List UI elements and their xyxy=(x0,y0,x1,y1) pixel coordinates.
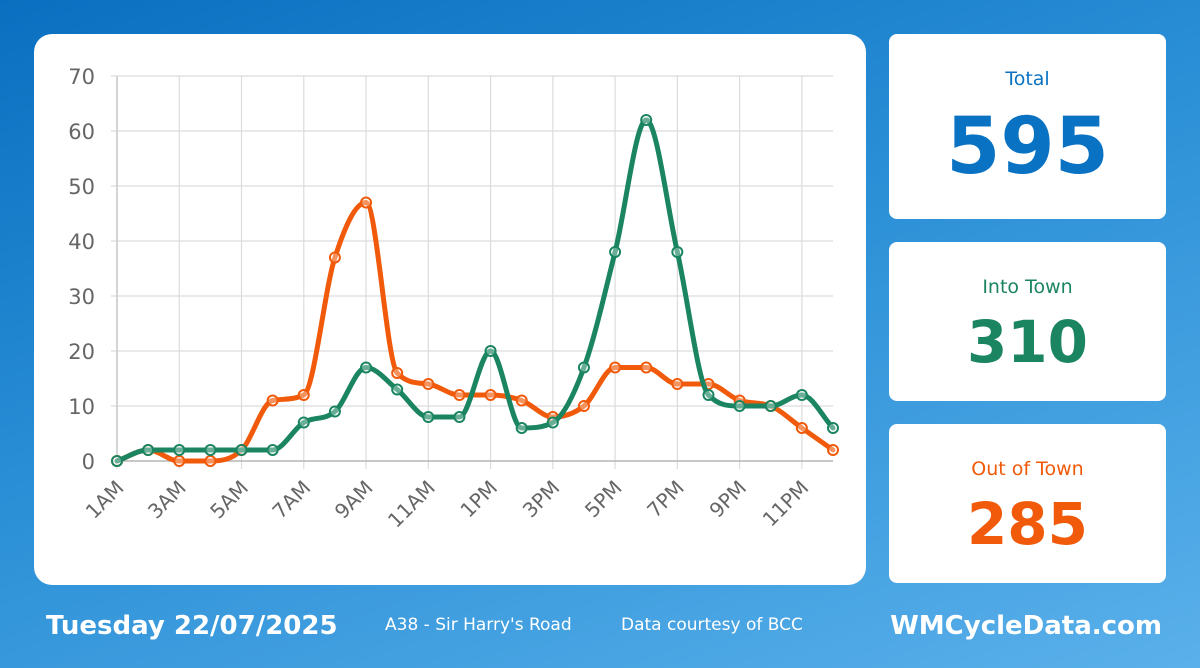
y-tick-label: 20 xyxy=(68,340,95,364)
x-tick-label: 7PM xyxy=(642,476,689,523)
into-town-point xyxy=(111,455,123,467)
grid-layer xyxy=(111,75,833,469)
out-of-town-point xyxy=(360,196,373,209)
out-of-town-card: Out of Town 285 xyxy=(889,424,1166,583)
into-town-value: 310 xyxy=(966,308,1089,376)
footer-credit: Data courtesy of BCC xyxy=(621,615,803,635)
x-tick-label: 7AM xyxy=(267,476,315,524)
into-town-point xyxy=(391,383,404,396)
y-tick-label: 40 xyxy=(68,230,95,254)
into-town-point xyxy=(609,246,622,258)
y-tick-label: 30 xyxy=(68,285,95,309)
into-town-point xyxy=(204,444,217,456)
out-of-town-label: Out of Town xyxy=(971,458,1084,480)
into-town-point xyxy=(453,411,466,423)
out-of-town-point xyxy=(671,378,684,390)
into-town-line xyxy=(114,117,836,464)
into-town-point xyxy=(733,400,746,412)
out-of-town-point xyxy=(173,455,186,467)
y-tick-label: 10 xyxy=(68,395,95,419)
y-tick-label: 70 xyxy=(68,65,95,89)
x-tick-label: 5AM xyxy=(205,476,253,524)
footer-date: Tuesday 22/07/2025 xyxy=(46,611,338,641)
y-tick-label: 0 xyxy=(82,450,95,474)
footer-location: A38 - Sir Harry's Road xyxy=(385,615,572,635)
total-card: Total 595 xyxy=(889,34,1166,219)
x-tick-label: 3AM xyxy=(143,476,191,524)
total-value: 595 xyxy=(946,102,1109,192)
into-town-point xyxy=(360,361,373,374)
out-of-town-point xyxy=(515,394,528,407)
into-town-point xyxy=(764,400,777,412)
into-town-point xyxy=(640,114,653,126)
out-of-town-point xyxy=(328,251,341,264)
x-tick-label: 9AM xyxy=(330,476,378,524)
into-town-point xyxy=(484,345,497,357)
into-town-point xyxy=(546,416,559,429)
into-town-point xyxy=(173,444,186,456)
x-tick-label: 9PM xyxy=(704,476,751,523)
out-of-town-point xyxy=(577,400,590,412)
into-town-point xyxy=(422,411,435,423)
into-town-point xyxy=(577,361,590,374)
x-tick-label: 1AM xyxy=(81,476,129,524)
into-town-point xyxy=(795,389,808,401)
chart-card: 0 10 20 30 40 50 60 70 1AM 3AM 5AM 7AM 9AM 11AM 1PM 3PM… xyxy=(34,34,866,585)
into-town-point xyxy=(266,444,279,456)
y-tick-label: 60 xyxy=(68,120,95,144)
into-town-point xyxy=(235,444,248,456)
out-of-town-point xyxy=(453,389,466,401)
out-of-town-point xyxy=(640,361,653,374)
out-of-town-point xyxy=(827,444,839,456)
x-tick-label: 5PM xyxy=(580,476,627,523)
out-of-town-value: 285 xyxy=(966,490,1089,558)
y-tick-label: 50 xyxy=(68,175,95,199)
out-of-town-point xyxy=(391,367,404,379)
into-town-point xyxy=(515,422,528,434)
x-tick-label: 3PM xyxy=(518,476,565,523)
x-tick-label: 11AM xyxy=(383,476,440,533)
out-of-town-point xyxy=(204,455,217,467)
into-town-point xyxy=(297,416,310,429)
out-of-town-point xyxy=(609,361,622,374)
out-of-town-point xyxy=(297,389,310,401)
out-of-town-point xyxy=(422,378,435,390)
total-label: Total xyxy=(1005,68,1050,90)
x-tick-label: 11PM xyxy=(758,476,814,532)
out-of-town-point xyxy=(484,389,497,401)
into-town-point xyxy=(671,246,684,258)
footer-site-link[interactable]: WMCycleData.com xyxy=(890,611,1162,641)
out-of-town-point xyxy=(266,394,279,407)
out-of-town-point xyxy=(795,422,808,434)
into-town-card: Into Town 310 xyxy=(889,242,1166,401)
hourly-count-chart: 0 10 20 30 40 50 60 70 1AM 3AM 5AM 7AM 9AM 11AM 1PM 3PM… xyxy=(68,65,839,533)
into-town-label: Into Town xyxy=(982,276,1073,298)
x-tick-label: 1PM xyxy=(455,476,502,523)
into-town-point xyxy=(142,444,155,456)
into-town-point xyxy=(702,389,715,401)
series-layer xyxy=(111,114,839,467)
axis-layer xyxy=(116,76,833,462)
into-town-point xyxy=(328,405,341,418)
into-town-point xyxy=(827,422,839,434)
